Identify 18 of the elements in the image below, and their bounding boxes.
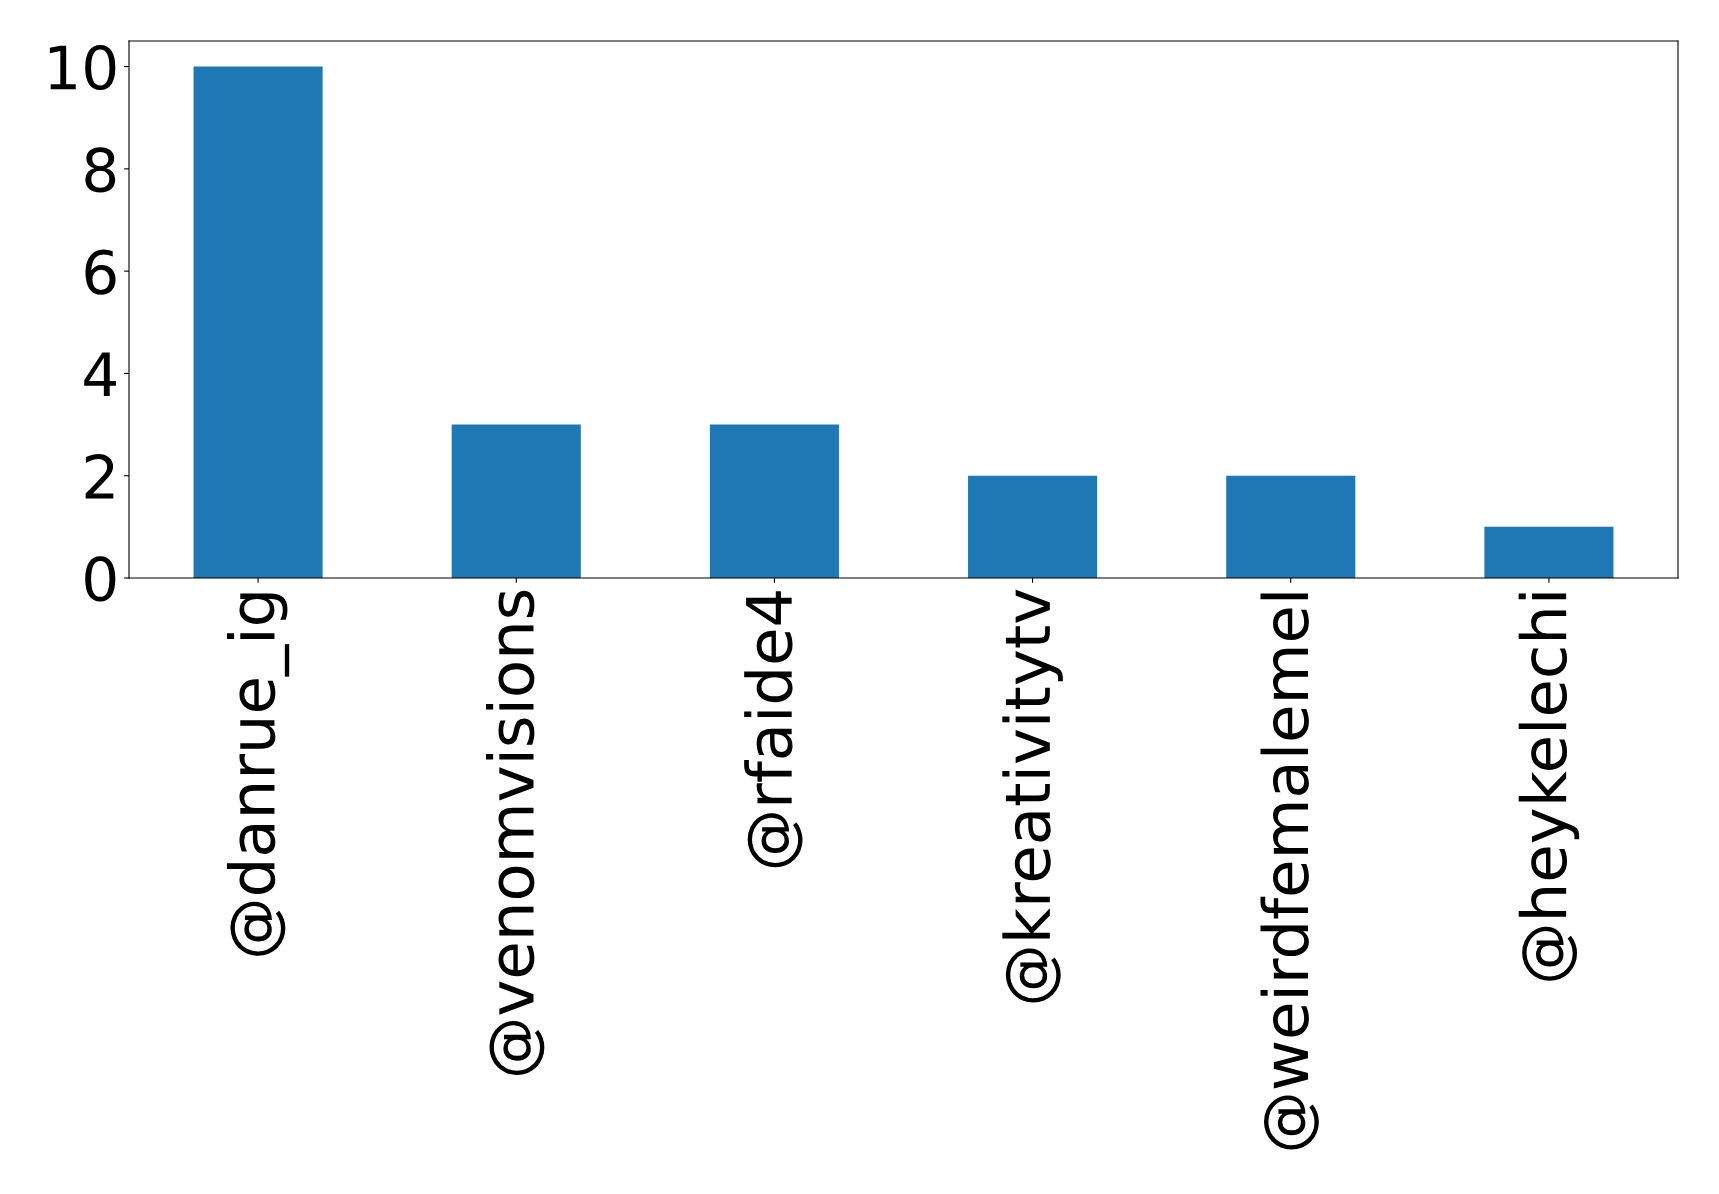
y-tick-label: 10	[49, 44, 116, 91]
bar	[968, 475, 1098, 578]
bar	[1226, 475, 1356, 578]
x-tick-label: @venomvisions	[486, 590, 545, 1075]
y-tick-label: 2	[85, 454, 114, 499]
y-tick-label: 8	[85, 147, 116, 193]
bar	[451, 424, 581, 578]
y-tick-label: 0	[85, 556, 116, 602]
bar	[709, 424, 839, 578]
x-tick-label: @weirdfemalemel	[1260, 593, 1319, 1150]
bar	[193, 66, 323, 578]
x-tick-label: @heykelechi	[1518, 593, 1580, 981]
bar	[1484, 526, 1614, 578]
x-tick-label: @kreativitytv	[1002, 589, 1063, 1003]
x-tick-label: @danrue_ig	[226, 593, 290, 956]
y-tick-label: 6	[85, 249, 116, 295]
y-tick-label: 4	[84, 352, 116, 397]
x-tick-label: @rfaide4	[744, 591, 803, 868]
